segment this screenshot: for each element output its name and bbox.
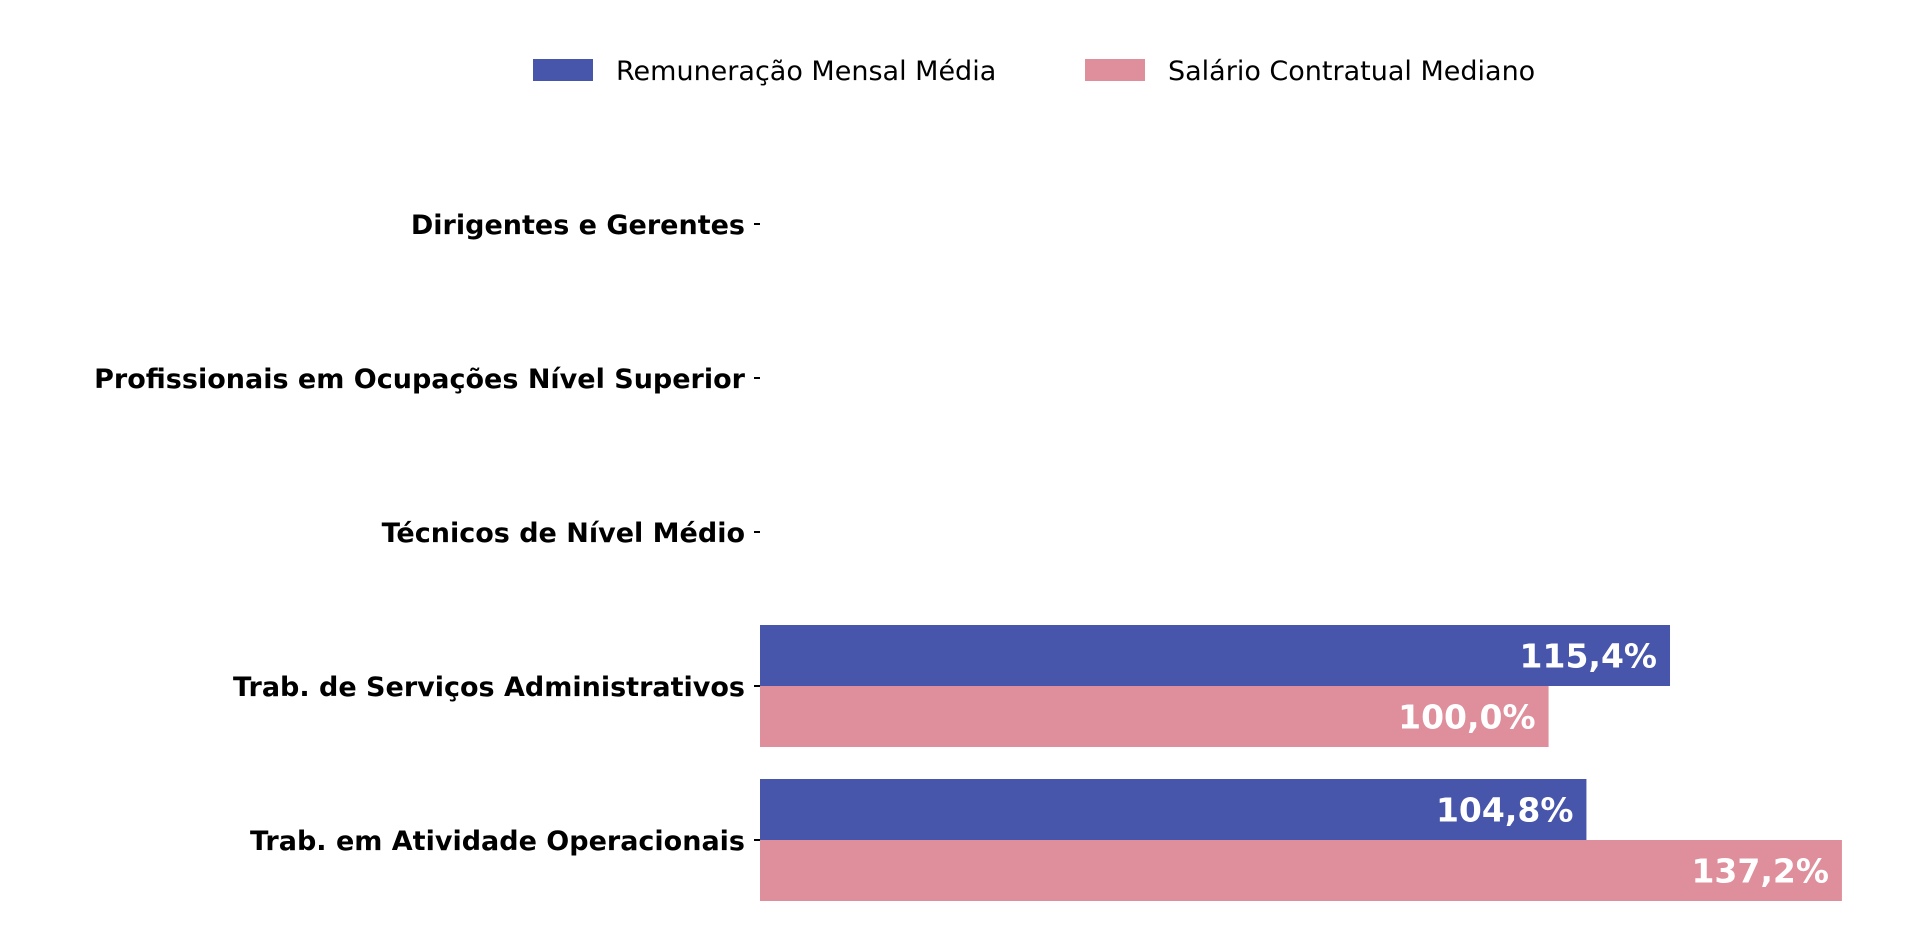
- bar: [760, 625, 1671, 686]
- legend: Remuneração Mensal Média Salário Contratu…: [533, 56, 1535, 87]
- legend-label-2: Salário Contratual Mediano: [1168, 56, 1535, 87]
- category-label: Trab. em Atividade Operacionais: [250, 826, 745, 857]
- data-label: 115,4%: [1520, 637, 1657, 676]
- legend-swatch-2: [1085, 59, 1145, 81]
- bar: [760, 840, 1842, 901]
- bars: [760, 625, 1842, 901]
- y-axis: Dirigentes e Gerentes Profissionais em Oc…: [94, 210, 760, 857]
- category-label: Técnicos de Nível Médio: [382, 518, 745, 549]
- data-label: 104,8%: [1436, 791, 1573, 830]
- data-label: 137,2%: [1691, 852, 1828, 891]
- bar: [760, 779, 1587, 840]
- legend-label-1: Remuneração Mensal Média: [616, 56, 996, 87]
- legend-swatch-1: [533, 59, 593, 81]
- data-labels: 115,4% 100,0% 104,8% 137,2%: [1398, 637, 1829, 891]
- data-label: 100,0%: [1398, 698, 1535, 737]
- bar: [760, 686, 1549, 747]
- category-label: Trab. de Serviços Administrativos: [233, 672, 745, 703]
- category-label: Dirigentes e Gerentes: [411, 210, 745, 241]
- category-label: Profissionais em Ocupações Nível Superio…: [94, 364, 746, 395]
